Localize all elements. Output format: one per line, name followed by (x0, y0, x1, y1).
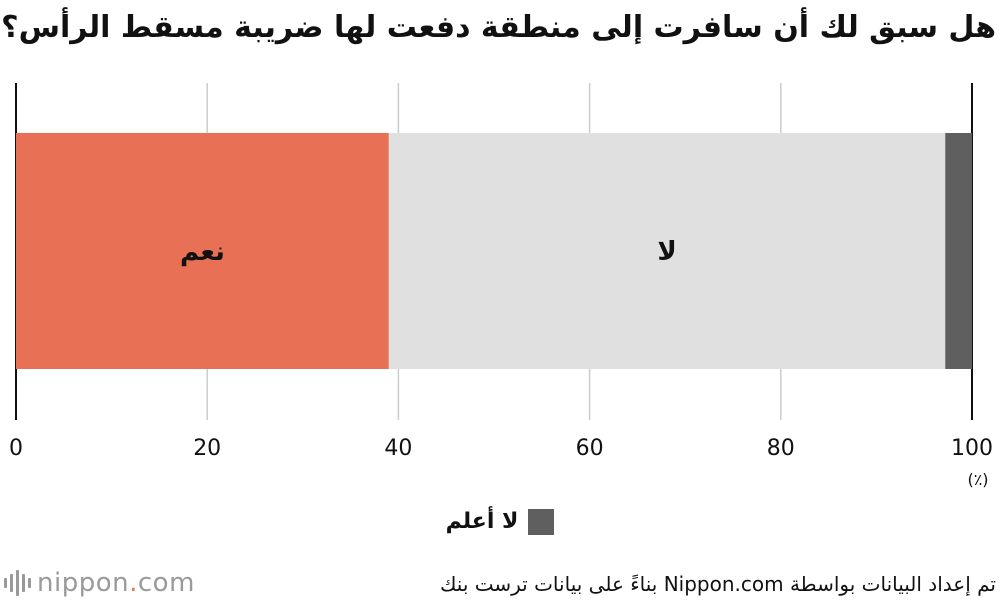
unit-label: (٪) (967, 470, 988, 489)
nippon-logo-text: nippon.com (37, 568, 195, 598)
nippon-logo-icon (4, 569, 31, 597)
tick-label-0: 0 (9, 436, 23, 461)
tick-label-40: 40 (384, 436, 412, 461)
legend-label-dont-know: لا أعلم (445, 509, 519, 534)
nippon-logo: nippon.com (4, 566, 195, 600)
legend-item-dont-know: لا أعلم (446, 508, 555, 536)
bar-segment-1 (388, 133, 946, 369)
bar-labels: نعم لا (180, 237, 677, 267)
tick-label-100: 100 (951, 436, 993, 461)
bar-label-1: لا (657, 237, 676, 267)
chart-svg: نعم لا 0 20 40 60 80 100 (٪) (9, 83, 993, 489)
tick-label-20: 20 (193, 436, 221, 461)
bar-segments (16, 133, 972, 369)
legend-swatch-dont-know (528, 509, 555, 535)
legend: لا أعلم (0, 508, 1000, 543)
tick-label-80: 80 (767, 436, 795, 461)
bar-segment-0 (16, 133, 389, 369)
chart-title: هل سبق لك أن سافرت إلى منطقة دفعت لها ضر… (1, 10, 996, 45)
bar-segment-2 (945, 133, 972, 369)
bar-label-0: نعم (180, 237, 225, 267)
tick-labels: 0 20 40 60 80 100 (9, 436, 993, 461)
source-note: تم إعداد البيانات بواسطة Nippon.com بناء… (439, 572, 996, 596)
tick-label-60: 60 (576, 436, 604, 461)
